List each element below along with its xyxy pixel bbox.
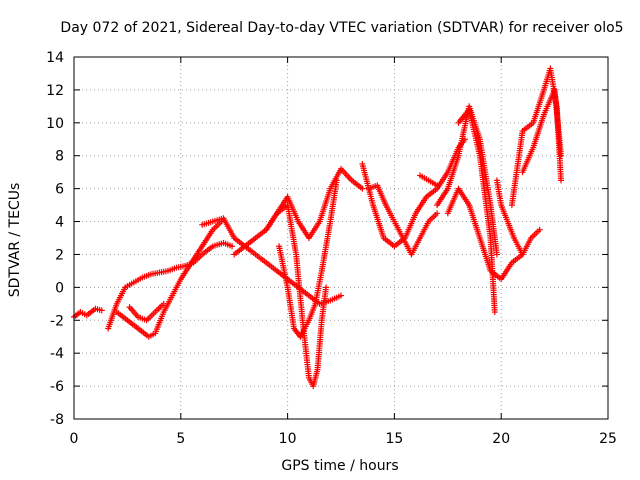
data-point [434, 182, 441, 189]
grid [74, 57, 608, 419]
x-tick-label: 25 [599, 431, 617, 447]
data-point [558, 152, 565, 159]
x-tick-label: 0 [70, 431, 79, 447]
y-tick-label: -4 [50, 346, 64, 362]
y-tick-label: 12 [46, 83, 64, 99]
ticks: 0 5 10 15 20 25 -8 -6 -4 -2 0 2 4 6 8 10 12 14 [46, 50, 617, 447]
x-tick-label: 10 [279, 431, 297, 447]
x-tick-label: 15 [385, 431, 403, 447]
y-tick-label: 14 [46, 50, 64, 66]
data-point [160, 300, 167, 307]
y-tick-label: -6 [50, 379, 64, 395]
y-tick-label: 4 [55, 215, 64, 231]
y-axis-label: SDTVAR / TECUs [7, 183, 23, 298]
x-axis-label: GPS time / hours [281, 458, 398, 474]
data-point [491, 309, 498, 316]
data-point [323, 284, 330, 291]
data-point [98, 307, 105, 314]
data-point [333, 177, 340, 184]
y-tick-label: 6 [55, 182, 64, 198]
data-point [229, 243, 236, 250]
y-tick-label: -8 [50, 412, 64, 428]
chart-title: Day 072 of 2021, Sidereal Day-to-day VTE… [60, 20, 623, 36]
data-point [338, 292, 344, 299]
y-tick-label: 2 [55, 247, 64, 263]
data-point [493, 251, 500, 258]
x-tick-label: 5 [176, 431, 185, 447]
x-tick-label: 20 [492, 431, 510, 447]
y-tick-label: 8 [55, 149, 64, 165]
y-tick-label: -2 [50, 313, 64, 329]
plot-frame [73, 56, 609, 420]
y-tick-label: 0 [55, 280, 64, 296]
data-points [71, 65, 565, 390]
data-point [558, 177, 565, 184]
data-point [434, 210, 441, 217]
data-point [359, 185, 366, 192]
y-tick-label: 10 [46, 116, 64, 132]
data-point [536, 226, 543, 233]
